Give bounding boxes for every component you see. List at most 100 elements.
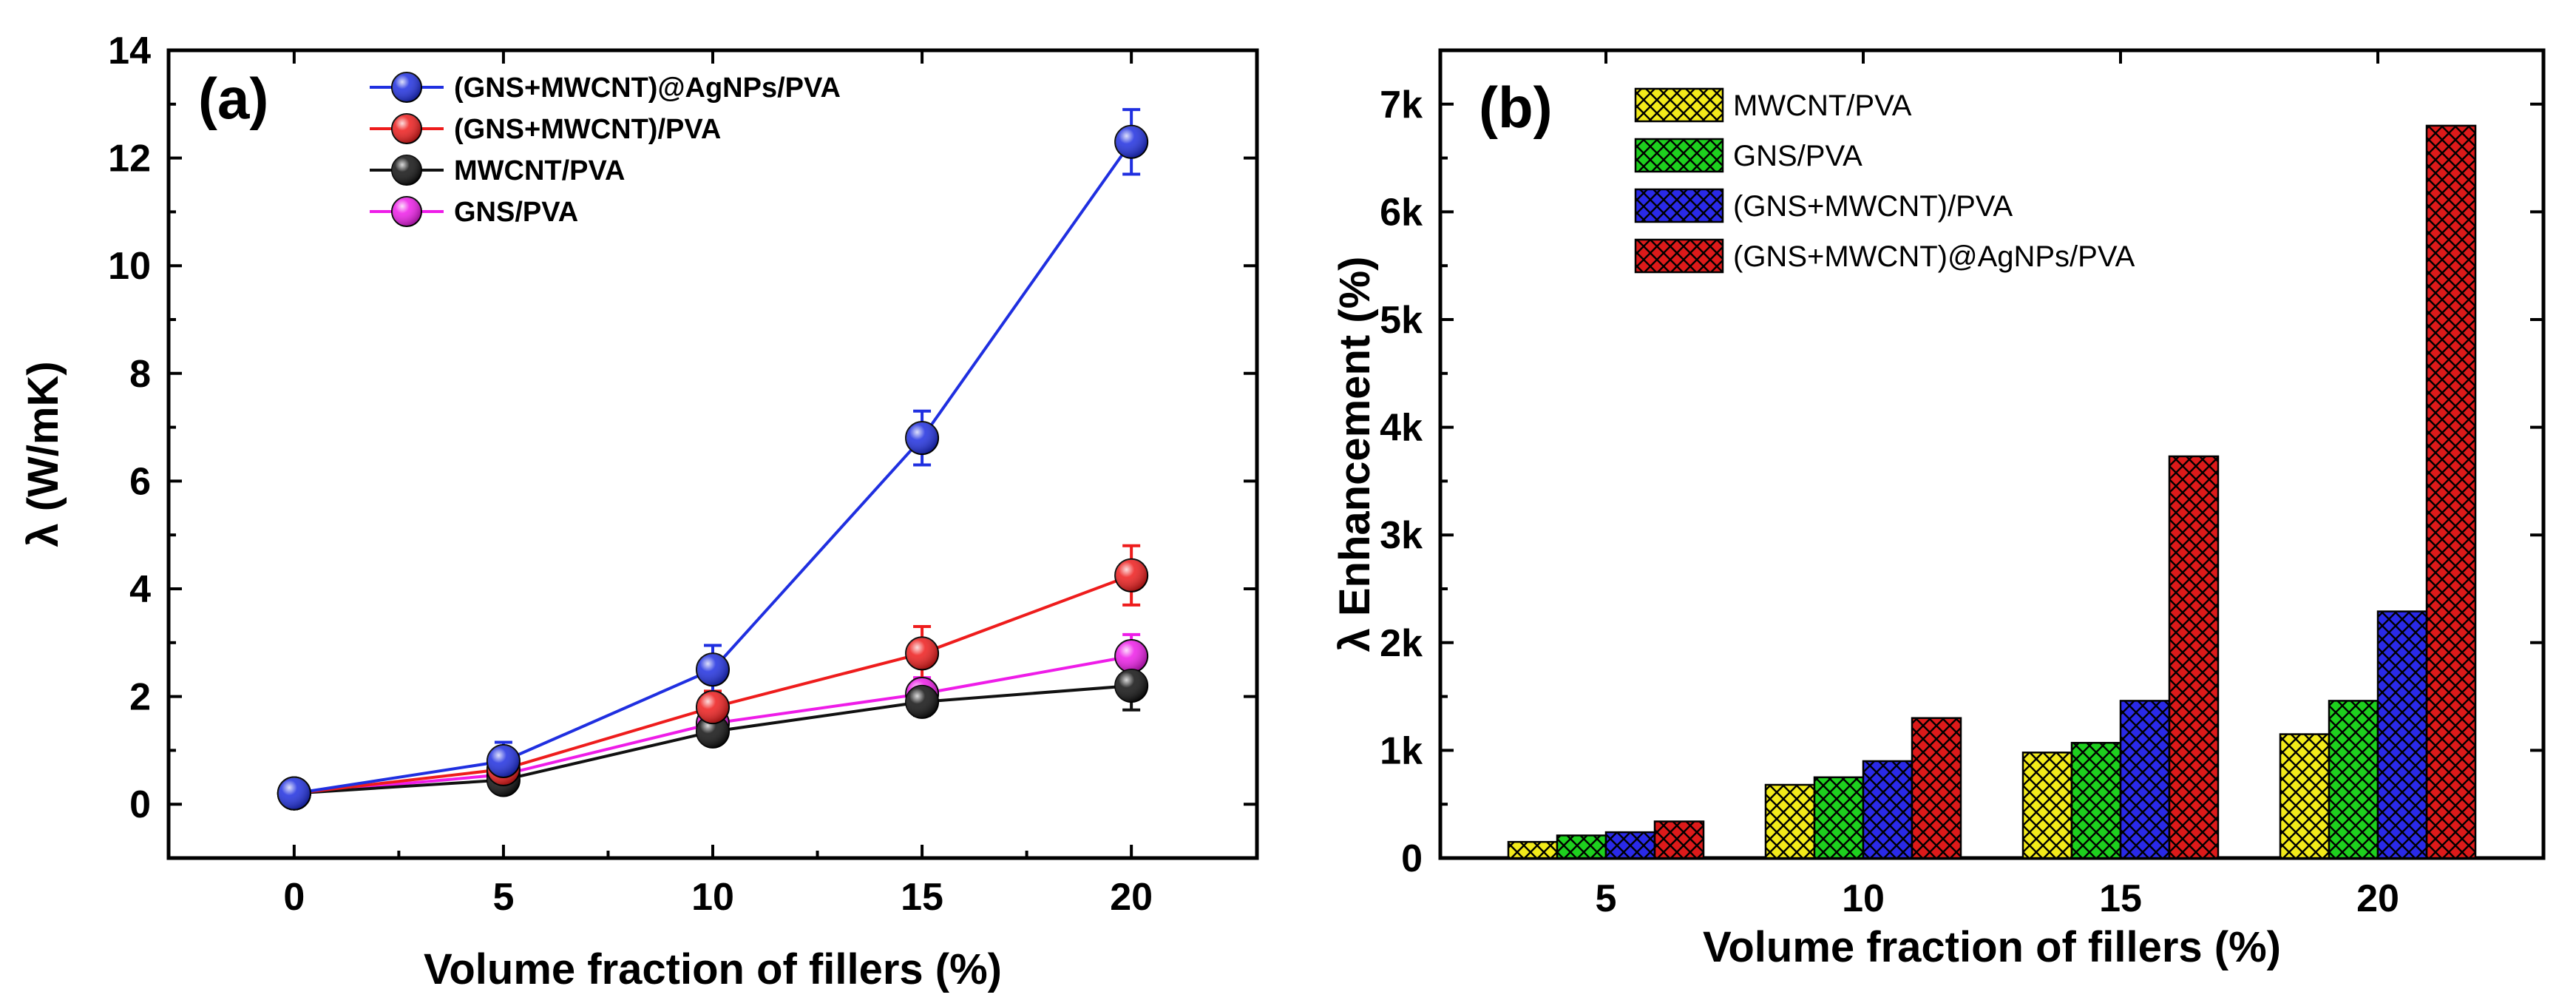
bar-hatch xyxy=(1556,834,1607,860)
panel-a-y-axis-title: λ (W/mK) xyxy=(19,361,67,547)
legend-marker-shine xyxy=(392,72,421,102)
data-point-gns-mwcnt-agnps-pva xyxy=(905,421,940,456)
point-shine xyxy=(906,422,939,455)
y-tick-label: 0 xyxy=(129,783,151,826)
x-tick-label: 20 xyxy=(2356,877,2399,920)
point-shine xyxy=(696,691,729,724)
panel-a-legend: (GNS+MWCNT)@AgNPs/PVA (GNS+MWCNT)/PVA MWCN… xyxy=(370,72,841,228)
point-shine xyxy=(1115,125,1148,158)
legend-item-gns-pva: GNS/PVA xyxy=(1634,138,1862,173)
y-tick-label: 5k xyxy=(1380,299,1423,342)
y-tick-label: 6k xyxy=(1380,191,1423,234)
legend-item-gns-mwcnt-pva: (GNS+MWCNT)/PVA xyxy=(370,113,721,145)
bar-hatch xyxy=(2070,741,2122,860)
legend-label: MWCNT/PVA xyxy=(1733,90,1912,122)
point-shine xyxy=(906,685,939,718)
panel-b-y-axis-title: λ Enhancement (%) xyxy=(1331,257,1379,652)
bar-gns-mwcnt-agnps-pva-15 xyxy=(2168,455,2220,860)
panel-a-line-chart: 0 5 10 15 20 0 2 4 6 8 10 12 14 (GNS+MWCNT)@AgNPs/PV… xyxy=(19,30,1259,993)
legend-label: GNS/PVA xyxy=(454,197,578,228)
bar-hatch xyxy=(1764,783,1816,860)
bar-gns-mwcnt-pva-5 xyxy=(1604,831,1656,860)
y-tick-label: 4k xyxy=(1380,407,1423,450)
panel-a-x-axis-title: Volume fraction of fillers (%) xyxy=(424,945,1002,993)
x-tick-label: 5 xyxy=(1596,877,1617,920)
data-point-gns-mwcnt-agnps-pva xyxy=(696,652,730,687)
panel-b-x-axis-title: Volume fraction of fillers (%) xyxy=(1703,923,2281,971)
bar-gns-pva-10 xyxy=(1813,776,1865,860)
x-tick-label: 20 xyxy=(1110,876,1153,919)
y-tick-label: 1k xyxy=(1380,729,1423,772)
legend-label: (GNS+MWCNT)/PVA xyxy=(1733,190,2013,223)
data-point-gns-mwcnt-agnps-pva xyxy=(277,776,311,811)
legend-item-gns-mwcnt-agnps-pva: (GNS+MWCNT)@AgNPs/PVA xyxy=(1634,238,2135,274)
legend-marker-shine xyxy=(392,197,421,226)
data-point-gns-mwcnt-agnps-pva xyxy=(1114,124,1149,159)
bar-gns-mwcnt-agnps-pva-5 xyxy=(1653,820,1705,860)
panel-b-frame xyxy=(1438,48,2546,860)
y-tick-label: 10 xyxy=(108,245,151,288)
y-tick-label: 4 xyxy=(129,568,151,611)
y-tick-label: 6 xyxy=(129,460,151,503)
legend-swatch-hatch xyxy=(1634,238,1724,274)
bar-hatch xyxy=(2168,455,2220,860)
bar-gns-mwcnt-pva-20 xyxy=(2376,610,2428,860)
x-tick-label: 15 xyxy=(2099,877,2142,920)
data-point-mwcnt-pva xyxy=(1114,669,1149,703)
legend-swatch-hatch xyxy=(1634,188,1724,223)
bar-hatch xyxy=(1604,831,1656,860)
bar-gns-pva-5 xyxy=(1556,834,1607,860)
data-point-gns-mwcnt-pva xyxy=(1114,558,1149,593)
bar-hatch xyxy=(2021,752,2073,860)
legend-item-gns-mwcnt-pva: (GNS+MWCNT)/PVA xyxy=(1634,188,2013,223)
x-tick-label: 10 xyxy=(1842,877,1885,920)
point-shine xyxy=(1115,640,1148,672)
bar-hatch xyxy=(1911,717,1962,860)
legend-item-gns-pva: GNS/PVA xyxy=(370,196,578,228)
y-tick-label: 2 xyxy=(129,676,151,719)
x-tick-label: 0 xyxy=(283,876,305,919)
legend-marker-shine xyxy=(392,114,421,144)
bar-gns-mwcnt-pva-15 xyxy=(2119,700,2171,860)
legend-item-gns-mwcnt-agnps-pva: (GNS+MWCNT)@AgNPs/PVA xyxy=(370,72,841,104)
data-point-gns-mwcnt-agnps-pva xyxy=(486,743,521,778)
y-tick-label: 7k xyxy=(1380,84,1423,126)
bar-hatch xyxy=(2328,700,2379,860)
x-tick-label: 15 xyxy=(901,876,943,919)
bar-mwcnt-pva-20 xyxy=(2279,733,2331,860)
panel-a-label: (a) xyxy=(198,66,268,131)
bar-mwcnt-pva-10 xyxy=(1764,783,1816,860)
bar-hatch xyxy=(2279,733,2331,860)
point-shine xyxy=(1115,669,1148,703)
bar-hatch xyxy=(1862,760,1914,860)
y-tick-label: 12 xyxy=(108,138,151,180)
legend-item-mwcnt-pva: MWCNT/PVA xyxy=(370,155,626,186)
data-point-gns-mwcnt-pva xyxy=(905,636,940,671)
legend-marker-shine xyxy=(392,155,421,185)
legend-label: (GNS+MWCNT)@AgNPs/PVA xyxy=(1733,240,2135,273)
bar-mwcnt-pva-15 xyxy=(2021,752,2073,860)
point-shine xyxy=(696,653,729,686)
point-shine xyxy=(1115,558,1148,592)
data-point-mwcnt-pva xyxy=(696,714,730,749)
data-point-gns-mwcnt-pva xyxy=(696,690,730,725)
legend-label: (GNS+MWCNT)@AgNPs/PVA xyxy=(454,72,841,104)
panel-b-label: (b) xyxy=(1479,75,1553,140)
bar-hatch xyxy=(2376,610,2428,860)
x-tick-label: 10 xyxy=(691,876,734,919)
bar-gns-mwcnt-pva-10 xyxy=(1862,760,1914,860)
legend-swatch-hatch xyxy=(1634,138,1724,173)
point-shine xyxy=(906,637,939,670)
data-point-mwcnt-pva xyxy=(905,684,940,719)
bar-hatch xyxy=(2119,700,2171,860)
bar-hatch xyxy=(2425,124,2477,860)
bar-mwcnt-pva-5 xyxy=(1507,840,1559,860)
point-shine xyxy=(277,777,311,810)
bar-hatch xyxy=(1507,840,1559,860)
bar-hatch xyxy=(1653,820,1705,860)
point-shine xyxy=(696,715,729,748)
y-tick-label: 2k xyxy=(1380,622,1423,665)
panel-a-data-points xyxy=(277,124,1149,811)
y-tick-label: 8 xyxy=(129,353,151,396)
